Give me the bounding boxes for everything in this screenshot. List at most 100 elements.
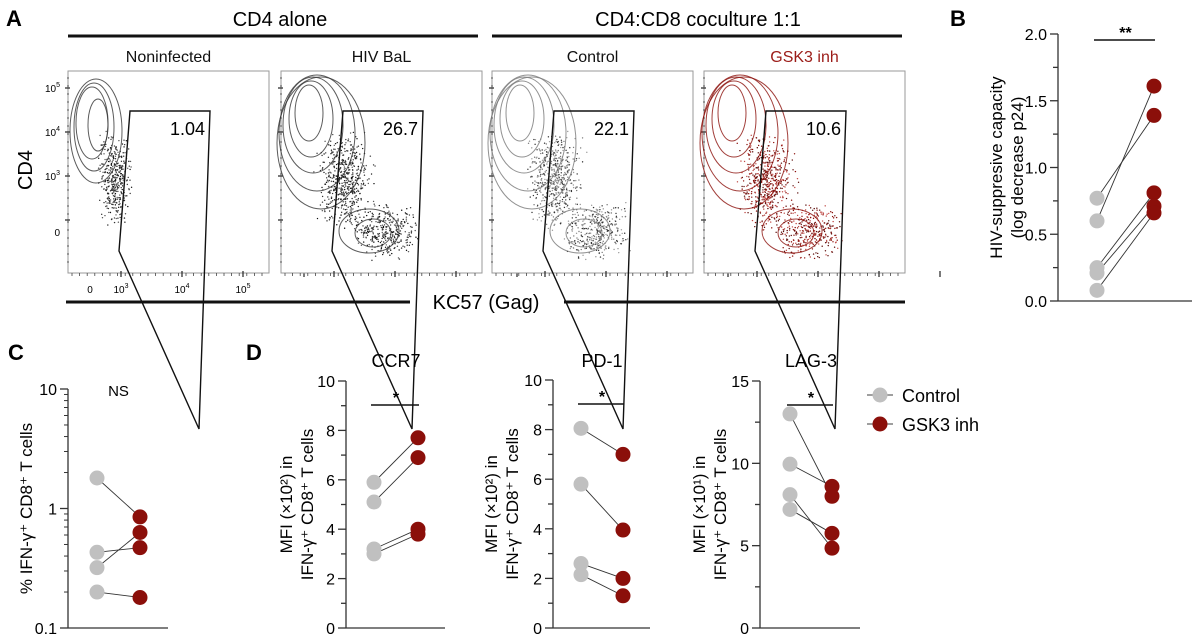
event-dot xyxy=(758,158,760,161)
event-dot xyxy=(550,203,553,206)
event-dot xyxy=(366,179,369,181)
event-dot xyxy=(801,211,803,214)
event-dot xyxy=(758,175,761,177)
event-dot xyxy=(744,211,746,214)
event-dot xyxy=(789,205,792,207)
event-dot xyxy=(113,180,116,182)
event-dot xyxy=(342,208,345,210)
event-dot xyxy=(371,215,373,218)
event-dot xyxy=(777,164,779,166)
event-dot xyxy=(602,214,604,216)
event-dot xyxy=(118,139,120,142)
event-dot xyxy=(366,227,368,229)
event-dot xyxy=(766,147,768,150)
event-dot xyxy=(357,205,359,208)
y-tick-label: 4 xyxy=(326,522,335,539)
event-dot xyxy=(398,249,400,251)
event-dot xyxy=(804,227,806,230)
event-dot xyxy=(743,195,746,197)
event-dot xyxy=(541,215,544,218)
event-dot xyxy=(118,203,120,206)
event-dot xyxy=(384,231,387,233)
event-dot xyxy=(546,179,548,181)
event-dot xyxy=(812,243,814,246)
event-dot xyxy=(353,188,356,190)
event-dot xyxy=(744,198,747,201)
event-dot xyxy=(581,137,584,139)
event-dot xyxy=(805,242,807,244)
event-dot xyxy=(99,170,101,172)
event-dot xyxy=(797,181,800,183)
event-dot xyxy=(109,172,111,174)
event-dot xyxy=(754,221,757,224)
event-dot xyxy=(554,189,556,191)
event-dot xyxy=(335,178,338,180)
event-dot xyxy=(837,247,839,249)
event-dot xyxy=(596,220,598,222)
event-dot xyxy=(350,149,352,151)
event-dot xyxy=(570,189,573,192)
event-dot xyxy=(789,220,791,222)
event-dot xyxy=(821,211,823,213)
event-dot xyxy=(772,206,774,208)
event-dot xyxy=(111,137,113,139)
event-dot xyxy=(328,190,330,193)
event-dot xyxy=(754,177,757,179)
event-dot xyxy=(546,163,548,165)
event-dot xyxy=(827,222,829,224)
event-dot xyxy=(617,207,620,209)
event-dot xyxy=(326,179,329,181)
event-dot xyxy=(823,228,826,230)
event-dot xyxy=(781,145,783,147)
event-dot xyxy=(827,235,829,238)
event-dot xyxy=(805,248,807,251)
event-dot xyxy=(561,177,563,179)
event-dot xyxy=(555,173,558,176)
event-dot xyxy=(562,196,565,199)
event-dot xyxy=(791,159,793,161)
event-dot xyxy=(101,186,103,188)
event-dot xyxy=(530,176,532,178)
significance-label: * xyxy=(393,390,400,407)
event-dot xyxy=(341,189,344,191)
event-dot xyxy=(746,198,749,200)
event-dot xyxy=(611,223,613,225)
event-dot xyxy=(555,140,557,142)
event-dot xyxy=(313,171,315,173)
event-dot xyxy=(119,194,121,196)
event-dot xyxy=(388,215,391,218)
event-dot xyxy=(781,199,783,202)
event-dot xyxy=(551,202,554,204)
event-dot xyxy=(557,163,559,165)
event-dot xyxy=(807,238,810,241)
event-dot xyxy=(829,225,831,228)
event-dot xyxy=(108,169,110,171)
event-dot xyxy=(365,164,367,167)
event-dot xyxy=(615,212,617,215)
event-dot xyxy=(106,202,108,204)
event-dot xyxy=(611,238,613,240)
event-dot xyxy=(406,213,409,215)
event-dot xyxy=(597,222,599,224)
event-dot xyxy=(371,238,374,240)
event-dot xyxy=(397,228,399,230)
event-dot xyxy=(766,174,768,177)
event-dot xyxy=(113,191,115,193)
contour xyxy=(699,76,789,210)
event-dot xyxy=(596,225,599,227)
event-dot xyxy=(805,231,808,233)
point-gsk3 xyxy=(410,450,426,466)
event-dot xyxy=(355,195,357,197)
event-dot xyxy=(583,241,586,243)
event-dot xyxy=(541,182,544,184)
event-dot xyxy=(806,241,809,243)
event-dot xyxy=(557,186,560,188)
event-dot xyxy=(370,221,373,223)
event-dot xyxy=(114,187,116,190)
event-dot xyxy=(584,233,586,236)
event-dot xyxy=(107,224,109,226)
event-dot xyxy=(763,172,765,175)
contour xyxy=(487,76,577,210)
event-dot xyxy=(744,197,746,199)
event-dot xyxy=(115,172,117,174)
